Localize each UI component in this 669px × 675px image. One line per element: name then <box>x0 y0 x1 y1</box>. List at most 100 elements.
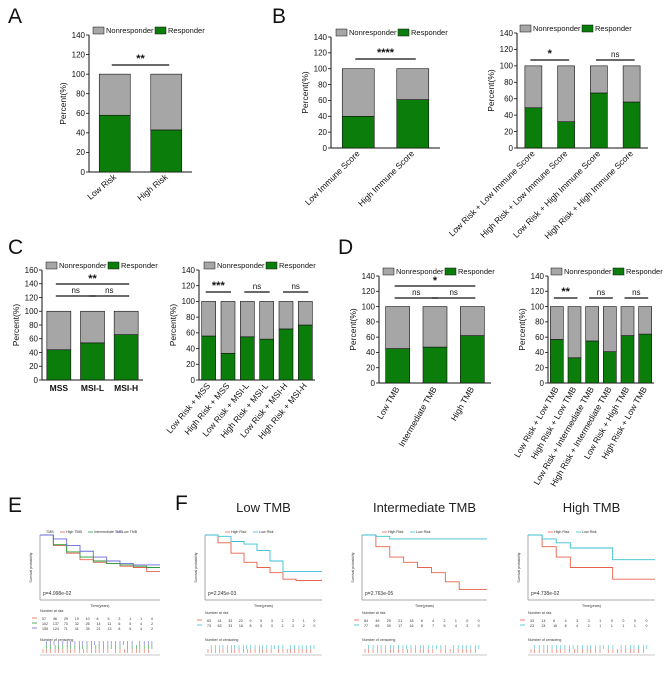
risk-table-cell: 10 <box>86 617 90 621</box>
risk-table-cell: 19 <box>75 617 79 621</box>
legend-label-nonresponder: Nonresponder <box>217 261 265 270</box>
bar-nonresponder <box>298 301 313 326</box>
risk-table-cell: 1 <box>129 617 131 621</box>
legend-label-nonresponder: Nonresponder <box>349 28 397 37</box>
y-tick-label: 100 <box>314 65 328 74</box>
risk-table-cell: 49 <box>375 619 379 623</box>
y-tick-label: 80 <box>318 80 327 89</box>
risk-table-cell: 5 <box>260 619 262 623</box>
bar-nonresponder <box>585 306 599 342</box>
x-tick-label: MSI-L <box>81 383 104 393</box>
y-tick-label: 60 <box>535 333 544 342</box>
y-tick-label: 20 <box>76 148 85 157</box>
legend-swatch-responder <box>612 267 625 276</box>
y-tick-label: 60 <box>186 329 195 338</box>
legend-swatch-responder <box>265 261 278 270</box>
km-legend-label: Low TMB <box>122 530 138 534</box>
bar-responder <box>201 335 216 381</box>
risk-table-cell: 0 <box>634 619 636 623</box>
bar-responder <box>620 335 635 384</box>
risk-table-title: Number at risk <box>362 611 386 615</box>
km-chart-f2: Intermediate TMB Survival probability Time… <box>351 500 487 656</box>
risk-table-cell: 124 <box>53 627 59 631</box>
y-tick-label: 100 <box>72 70 86 79</box>
bar-responder <box>46 349 72 381</box>
bar-nonresponder <box>550 306 564 340</box>
risk-table-cell: 3 <box>271 624 273 628</box>
x-tick-label: MSI-H <box>114 383 138 393</box>
risk-table-cell: 1 <box>599 619 601 623</box>
y-tick-label: 120 <box>182 282 196 291</box>
significance-label: **** <box>377 47 395 59</box>
km-legend-title: TMB <box>46 530 54 534</box>
risk-table-cell: 57 <box>42 617 46 621</box>
legend-label-nonresponder: Nonresponder <box>59 261 107 270</box>
risk-table-cell: 5 <box>129 627 131 631</box>
bar-nonresponder <box>603 306 617 352</box>
bar-responder <box>638 333 652 384</box>
km-x-label: Time(years) <box>90 604 109 608</box>
legend-swatch-responder <box>581 24 594 33</box>
km-curve <box>362 534 487 540</box>
y-tick-label: 120 <box>500 45 514 54</box>
y-tick-label: 80 <box>535 318 544 327</box>
risk-table-cell: 73 <box>64 622 68 626</box>
risk-table-cell: 0 <box>645 619 647 623</box>
y-tick-label: 140 <box>182 266 196 275</box>
censor-table-title: Number of censoring <box>362 638 395 642</box>
km-curve <box>362 534 487 591</box>
x-tick-label: Low TMB <box>375 385 402 421</box>
significance-label: *** <box>212 280 226 292</box>
bar-responder <box>557 121 575 149</box>
y-tick-label: 140 <box>362 272 376 281</box>
risk-table-cell: 17 <box>398 624 402 628</box>
risk-table-cell: 39 <box>387 624 391 628</box>
y-tick-label: 120 <box>531 287 545 296</box>
censor-table-title: Number of censoring <box>205 638 238 642</box>
km-x-label: Time(years) <box>415 604 434 608</box>
y-tick-label: 40 <box>318 112 327 121</box>
y-tick-label: 80 <box>29 321 38 330</box>
risk-table-cell: 11 <box>107 622 111 626</box>
x-tick-label: High TMB <box>449 385 477 423</box>
bar-nonresponder <box>620 306 635 336</box>
risk-table-cell: 0 <box>645 624 647 628</box>
significance-label: ** <box>88 273 97 285</box>
x-tick-label: Intermediate TMB <box>396 385 439 449</box>
risk-table-cell: 2 <box>303 624 305 628</box>
risk-table-cell: 4 <box>432 619 434 623</box>
significance-label: ns <box>253 282 261 291</box>
km-curve <box>528 534 655 580</box>
y-tick-label: 80 <box>366 318 375 327</box>
risk-table-title: Number at risk <box>205 611 229 615</box>
legend-label-nonresponder: Nonresponder <box>564 267 612 276</box>
risk-table-cell: 71 <box>64 627 68 631</box>
bar-nonresponder <box>259 301 274 340</box>
risk-table-cell: 21 <box>97 627 101 631</box>
km-legend-label: High Risk <box>231 530 247 534</box>
risk-table-cell: 0 <box>466 619 468 623</box>
bar-nonresponder <box>385 306 410 349</box>
bar-nonresponder <box>278 301 294 330</box>
km-legend-label: High TMB <box>66 530 83 534</box>
y-tick-label: 140 <box>531 272 545 281</box>
risk-table-cell: 1 <box>599 624 601 628</box>
censor-table-title: Number of censoring <box>40 638 73 642</box>
risk-table-cell: 23 <box>530 624 534 628</box>
risk-table-cell: 2 <box>281 624 283 628</box>
risk-table-cell: 14 <box>97 622 101 626</box>
y-tick-label: 40 <box>186 344 195 353</box>
y-tick-label: 20 <box>318 128 327 137</box>
panel-label-e: E <box>8 494 22 517</box>
y-tick-label: 60 <box>76 109 85 118</box>
y-tick-label: 120 <box>25 293 39 302</box>
risk-table-cell: 0 <box>611 619 613 623</box>
y-tick-label: 60 <box>504 95 513 104</box>
y-tick-label: 120 <box>72 50 86 59</box>
y-axis-label: Percent(%) <box>517 308 527 351</box>
risk-table-cell: 7 <box>432 624 434 628</box>
significance-label: ** <box>136 53 145 65</box>
risk-table-cell: 33 <box>228 624 232 628</box>
risk-table-cell: 4 <box>576 624 578 628</box>
risk-table-cell: 1 <box>455 619 457 623</box>
